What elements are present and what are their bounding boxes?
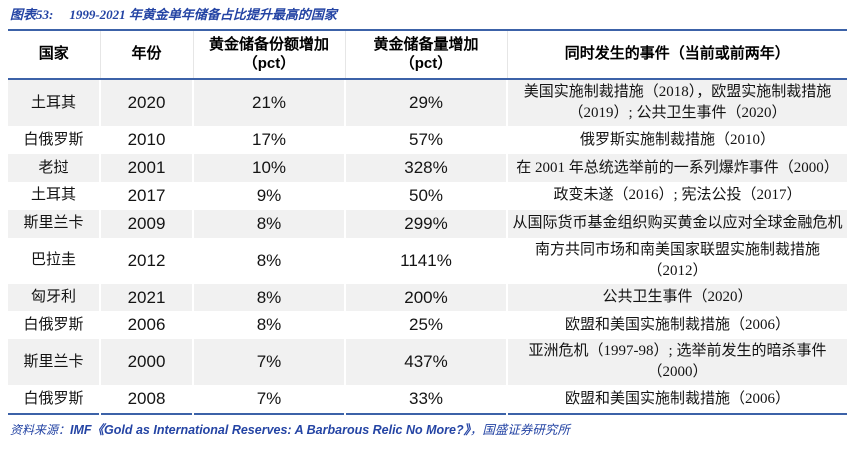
event-cell: 公共卫生事件（2020） [602,288,753,305]
table-row: 斯里兰卡 2009 8% 299% 从国际货币基金组织购买黄金以应对全球金融危机 [8,209,847,238]
volume-increase-cell: 328% [345,154,508,182]
year-cell: 2009 [100,209,194,238]
figure-title: 图表53: 1999-2021 年黄金单年储备占比提升最高的国家 [8,5,847,29]
source-footer: 资料来源：IMF《Gold as International Reserves:… [8,415,847,438]
col-header-share-increase: 黄金储备份额增加 （pct） [193,29,346,81]
year-cell: 2020 [100,79,194,127]
share-increase-cell: 21% [193,79,346,127]
col-header-events-label: 同时发生的事件（当前或前两年） [564,45,790,63]
volume-increase-cell: 50% [345,181,508,210]
year-cell: 2000 [100,339,194,386]
event-cell: 欧盟和美国实施制裁措施（2006） [564,316,790,333]
year-cell: 2008 [100,385,194,414]
event-cell: 政变未遂（2016）; 宪法公投（2017） [553,187,802,204]
volume-increase-cell: 437% [345,339,508,386]
country-cell: 白俄罗斯 [8,311,101,340]
year-cell: 2021 [100,283,194,312]
event-cell: 在 2001 年总统选举前的一系列爆炸事件（2000） [516,159,839,176]
header-row: 国家 年份 黄金储备份额增加 （pct） 黄金储备量增加 （pct） 同时发生的事件… [8,29,847,81]
source-suffix: ，国盛证券研究所 [469,422,570,437]
volume-increase-cell: 33% [345,385,508,414]
year-cell: 2010 [100,126,194,155]
col-header-country-label: 国家 [38,45,69,63]
country-cell: 白俄罗斯 [8,385,101,414]
table-row: 斯里兰卡 2000 7% 437% 亚洲危机（1997-98）; 选举前发生的暗… [8,339,847,386]
volume-increase-cell: 57% [345,126,508,155]
col-header-share-line1: 黄金储备份额增加 [208,35,329,53]
volume-increase-cell: 299% [345,209,508,238]
volume-increase-cell: 1141% [345,237,508,284]
table-row: 白俄罗斯 2006 8% 25% 欧盟和美国实施制裁措施（2006） [8,311,847,340]
event-cell: 亚洲危机（1997-98）; 选举前发生的暗杀事件（2000） [528,343,827,381]
event-cell: 欧盟和美国实施制裁措施（2006） [564,390,790,407]
col-header-events: 同时发生的事件（当前或前两年） [507,29,847,81]
col-header-volume-unit: （pct） [399,54,453,72]
gold-reserve-table: 国家 年份 黄金储备份额增加 （pct） 黄金储备量增加 （pct） 同时发生的事件… [8,28,847,415]
col-header-country: 国家 [8,29,101,81]
year-cell: 2001 [100,154,194,182]
country-cell: 老挝 [8,154,101,182]
share-increase-cell: 7% [193,339,346,386]
country-cell: 斯里兰卡 [8,339,101,386]
event-cell: 从国际货币基金组织购买黄金以应对全球金融危机 [512,215,843,232]
share-increase-cell: 7% [193,385,346,414]
table-row: 土耳其 2020 21% 29% 美国实施制裁措施（2018），欧盟实施制裁措施… [8,79,847,127]
table-row: 匈牙利 2021 8% 200% 公共卫生事件（2020） [8,283,847,312]
country-cell: 土耳其 [8,181,101,210]
event-cell: 俄罗斯实施制裁措施（2010） [579,131,775,148]
event-cell: 美国实施制裁措施（2018），欧盟实施制裁措施（2019）; 公共卫生事件（20… [523,84,832,122]
col-header-volume-increase: 黄金储备量增加 （pct） [345,29,508,81]
volume-increase-cell: 25% [345,311,508,340]
country-cell: 土耳其 [8,79,101,127]
event-cell: 南方共同市场和南美国家联盟实施制裁措施（2012） [534,241,820,279]
country-cell: 匈牙利 [8,283,101,312]
share-increase-cell: 10% [193,154,346,182]
table-row: 土耳其 2017 9% 50% 政变未遂（2016）; 宪法公投（2017） [8,181,847,210]
col-header-share-unit: （pct） [242,54,296,72]
country-cell: 巴拉圭 [8,237,101,284]
figure-title-text: 1999-2021 年黄金单年储备占比提升最高的国家 [69,7,337,22]
table-row: 老挝 2001 10% 328% 在 2001 年总统选举前的一系列爆炸事件（2… [8,154,847,182]
share-increase-cell: 8% [193,209,346,238]
year-cell: 2017 [100,181,194,210]
share-increase-cell: 17% [193,126,346,155]
share-increase-cell: 9% [193,181,346,210]
table-row: 白俄罗斯 2010 17% 57% 俄罗斯实施制裁措施（2010） [8,126,847,155]
volume-increase-cell: 29% [345,79,508,127]
share-increase-cell: 8% [193,283,346,312]
year-cell: 2012 [100,237,194,284]
figure-title-label: 图表53: [10,7,54,22]
col-header-volume-line1: 黄金储备量增加 [373,35,479,53]
col-header-year: 年份 [100,29,194,81]
country-cell: 白俄罗斯 [8,126,101,155]
table-row: 巴拉圭 2012 8% 1141% 南方共同市场和南美国家联盟实施制裁措施（20… [8,237,847,284]
source-prefix: 资料来源： [10,422,71,437]
country-cell: 斯里兰卡 [8,209,101,238]
share-increase-cell: 8% [193,237,346,284]
source-title: IMF《Gold as International Reserves: A Ba… [70,422,470,437]
col-header-year-label: 年份 [131,45,162,63]
volume-increase-cell: 200% [345,283,508,312]
table-row: 白俄罗斯 2008 7% 33% 欧盟和美国实施制裁措施（2006） [8,385,847,414]
year-cell: 2006 [100,311,194,340]
share-increase-cell: 8% [193,311,346,340]
